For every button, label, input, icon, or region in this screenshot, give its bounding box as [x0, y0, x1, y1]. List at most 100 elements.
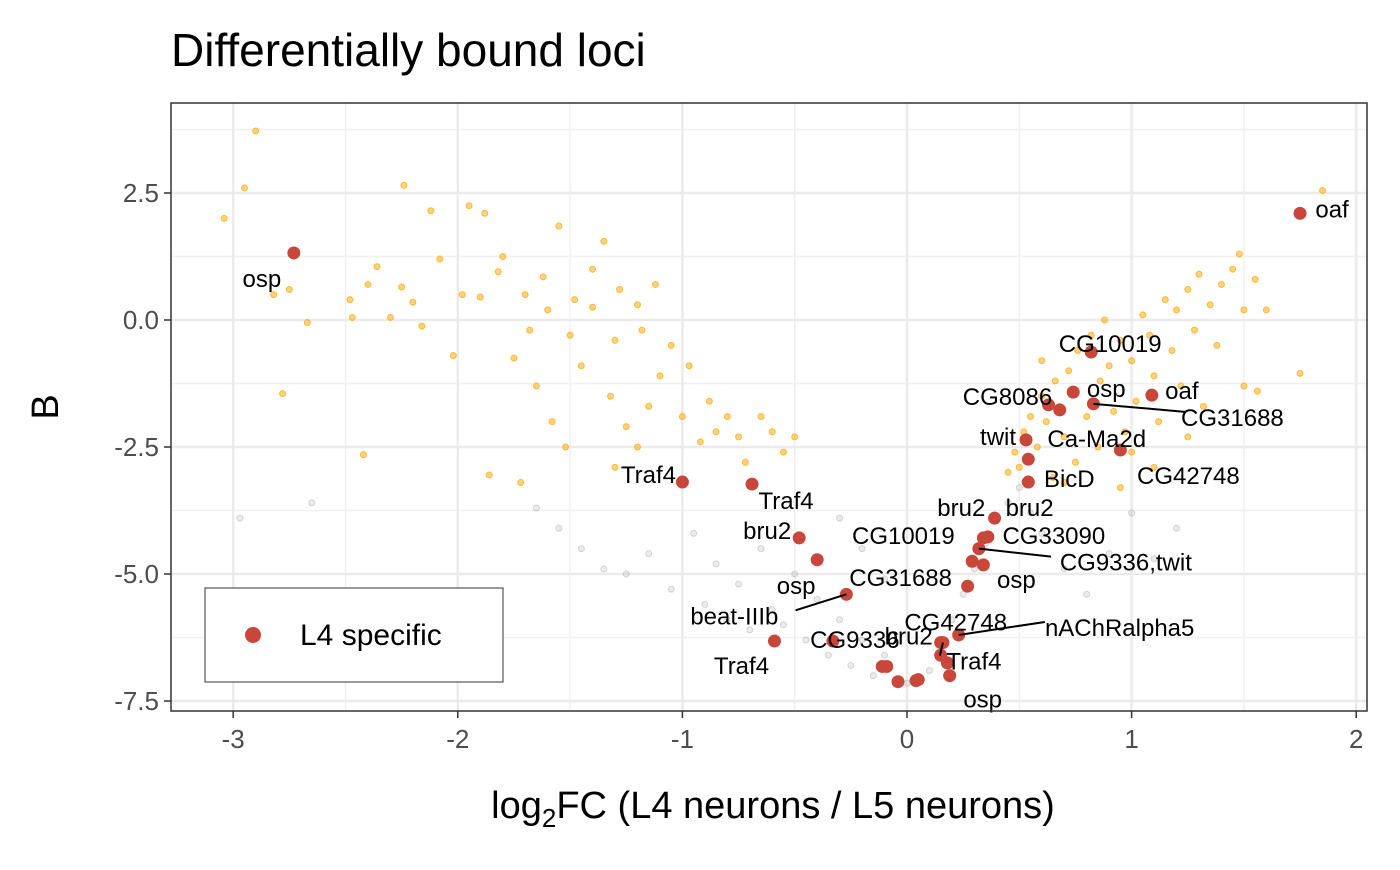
significant-point [346, 296, 354, 304]
point-label: osp [963, 687, 1002, 714]
significant-point [1065, 367, 1073, 375]
significant-point [1074, 346, 1082, 354]
background-point [1105, 550, 1113, 558]
background-point [308, 499, 316, 507]
significant-point [622, 423, 630, 431]
legend-label-l4-specific: L4 specific [300, 619, 442, 652]
significant-point [678, 413, 686, 421]
background-point [1027, 509, 1035, 517]
point-label: CG9336,twit [1060, 550, 1192, 577]
point-label: Traf4 [714, 653, 769, 680]
significant-point [1161, 296, 1169, 304]
l4-specific-point [976, 558, 990, 572]
background-point [903, 679, 911, 687]
significant-point [1128, 357, 1136, 365]
significant-point [499, 253, 507, 260]
x-tick-label: 2 [1349, 724, 1363, 754]
significant-point [1038, 357, 1046, 365]
significant-point [427, 207, 435, 215]
point-label: Ca-Ma2d [1047, 426, 1146, 453]
significant-point [1071, 458, 1079, 466]
l4-specific-point [1019, 433, 1033, 447]
significant-point [1139, 311, 1147, 319]
background-point [701, 600, 709, 608]
significant-point [1011, 448, 1019, 456]
significant-point [1038, 392, 1046, 400]
point-label: CG10019 [1059, 331, 1162, 358]
significant-point [1190, 326, 1198, 334]
significant-point [562, 443, 570, 451]
point-label: osp [997, 567, 1036, 594]
l4-specific-point [287, 246, 301, 260]
significant-point [517, 479, 525, 487]
background-point [881, 651, 889, 659]
significant-point [757, 413, 765, 421]
background-point [1128, 509, 1136, 517]
significant-point [1199, 402, 1207, 410]
point-label: oaf [1165, 378, 1199, 405]
significant-point [1184, 286, 1192, 294]
point-label: Traf4 [621, 462, 676, 489]
x-tick-label: -1 [671, 724, 694, 754]
point-label: CG8086 [963, 384, 1052, 411]
l4-specific-point [767, 634, 781, 648]
x-axis-label: log2FC (L4 neurons / L5 neurons) [491, 785, 1055, 833]
x-label-sub: 2 [542, 803, 556, 833]
chart-title: Differentially bound loci [171, 24, 646, 76]
l4-specific-point [745, 477, 759, 491]
significant-point [571, 296, 579, 304]
background-point [690, 529, 698, 537]
x-tick-label: -2 [446, 724, 469, 754]
point-label: CG31688 [849, 565, 952, 592]
significant-point [607, 392, 615, 400]
label-connector [795, 593, 847, 612]
significant-point [633, 301, 641, 309]
l4-specific-point [943, 669, 957, 683]
l4-specific-point [1293, 206, 1307, 220]
background-point [712, 560, 720, 568]
significant-point [1033, 443, 1041, 451]
l4-specific-point [1113, 443, 1127, 457]
significant-point [1060, 479, 1068, 487]
background-point [532, 504, 540, 512]
background-point [813, 595, 821, 603]
significant-point [436, 255, 444, 263]
l4-specific-point [1041, 398, 1055, 412]
background-point [802, 636, 810, 644]
label-connector [1093, 402, 1185, 413]
significant-point [510, 354, 518, 362]
significant-point [1015, 463, 1023, 471]
significant-point [1049, 473, 1057, 481]
l4-specific-point [880, 659, 894, 673]
background-point [757, 545, 765, 553]
significant-point [667, 341, 675, 349]
label-connector [978, 547, 1052, 558]
legend-key-l4-specific [245, 627, 261, 643]
significant-point [685, 362, 693, 370]
l4-specific-point [988, 511, 1002, 525]
significant-point [409, 298, 417, 306]
significant-point [1150, 372, 1158, 380]
background-point [555, 524, 563, 532]
significant-point [373, 263, 381, 271]
significant-point [449, 352, 457, 360]
point-label: oaf [1315, 196, 1349, 223]
point-label: CG10019 [852, 523, 955, 550]
significant-point [1121, 428, 1129, 436]
significant-point [1060, 433, 1068, 441]
significant-point [1116, 484, 1124, 492]
y-axis-label: B [25, 394, 67, 419]
background-point [779, 621, 787, 629]
background-point [768, 606, 776, 614]
significant-point [1177, 382, 1185, 390]
background-point [881, 575, 889, 583]
legend: L4 specific [204, 587, 504, 683]
significant-point [1262, 306, 1270, 314]
point-label: bru2 [885, 624, 933, 651]
significant-point [696, 438, 704, 446]
significant-point [481, 209, 489, 217]
significant-point [1094, 443, 1102, 451]
point-label: bru2 [1006, 495, 1054, 522]
significant-point [577, 362, 585, 370]
